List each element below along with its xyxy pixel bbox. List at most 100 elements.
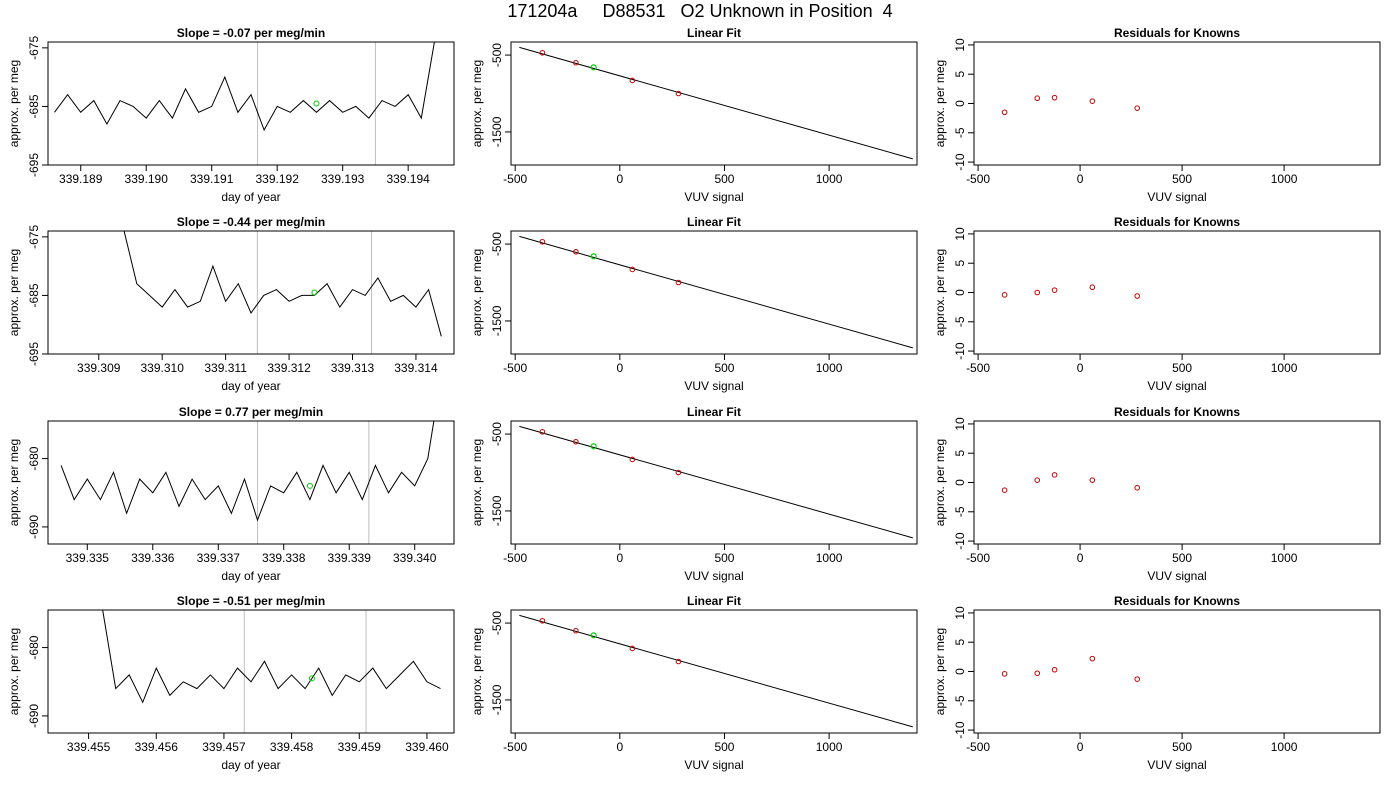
- plot-body: [1001, 655, 1141, 682]
- x-axis-label: day of year: [221, 379, 280, 393]
- x-tick-label: -500: [966, 551, 990, 565]
- x-tick-label: -500: [503, 551, 527, 565]
- y-axis-label: approx. per meg: [7, 628, 21, 715]
- y-tick-label: -10: [953, 153, 967, 171]
- panel-4-2: Linear Fit VUV signal approx. per meg -500 0…: [470, 594, 918, 772]
- signal-trace: [123, 231, 442, 337]
- x-tick-label: 339.339: [328, 551, 372, 565]
- y-tick-label: 5: [953, 639, 967, 646]
- x-tick-label: 339.313: [331, 361, 375, 375]
- x-tick-label: 339.310: [140, 361, 184, 375]
- x-tick-label: 500: [1172, 172, 1192, 186]
- plot-frame: [510, 41, 918, 166]
- y-tick-label: -5: [953, 316, 967, 327]
- x-axis-label: VUV signal: [1147, 379, 1206, 393]
- x-axis-label: day of year: [221, 758, 280, 772]
- x-axis-label: day of year: [221, 569, 280, 583]
- unknown-marker: [308, 675, 315, 682]
- unknown-marker: [313, 100, 320, 107]
- y-tick-label: -5: [953, 506, 967, 517]
- x-tick-label: 339.336: [131, 551, 175, 565]
- fit-line: [519, 425, 913, 539]
- fit-line: [519, 235, 913, 349]
- x-tick-label: 339.189: [59, 172, 103, 186]
- panel-2-1: Slope = -0.44 per meg/min day of year appr…: [7, 215, 455, 393]
- x-tick-label: 339.193: [321, 172, 365, 186]
- x-tick-label: 500: [714, 172, 734, 186]
- y-axis-label: approx. per meg: [7, 60, 21, 147]
- unknown-marker: [306, 482, 313, 489]
- plot-frame: [47, 420, 455, 545]
- known-point: [539, 428, 546, 435]
- known-point: [675, 90, 682, 97]
- x-tick-label: 0: [616, 551, 623, 565]
- y-tick-label: -675: [27, 225, 41, 249]
- panel-title: Linear Fit: [687, 215, 741, 229]
- x-tick-label: 0: [1077, 740, 1084, 754]
- signal-trace: [102, 610, 441, 704]
- y-tick-label: -5: [953, 127, 967, 138]
- x-tick-label: 500: [1172, 361, 1192, 375]
- plot-body: [1001, 284, 1141, 299]
- x-tick-label: -500: [966, 740, 990, 754]
- x-tick-label: 500: [714, 361, 734, 375]
- x-tick-label: 500: [1172, 551, 1192, 565]
- y-tick-label: -10: [953, 721, 967, 739]
- plot-body: [102, 610, 441, 733]
- y-axis-label: approx. per meg: [933, 249, 947, 336]
- x-tick-label: 1000: [1271, 361, 1298, 375]
- plot-frame: [510, 420, 918, 545]
- plot-body: [1001, 472, 1141, 493]
- x-tick-label: 500: [1172, 740, 1192, 754]
- known-point: [573, 438, 579, 445]
- y-tick-label: -500: [490, 43, 504, 67]
- y-tick-label: -685: [27, 283, 41, 307]
- signal-trace: [60, 421, 435, 522]
- panel-title: Linear Fit: [687, 594, 741, 608]
- plot-frame: [973, 609, 1381, 734]
- y-axis-label: approx. per meg: [933, 439, 947, 526]
- y-tick-label: -690: [27, 704, 41, 728]
- plot-body: [60, 421, 435, 544]
- x-tick-label: 1000: [816, 172, 843, 186]
- panel-title: Residuals for Knowns: [1114, 405, 1240, 419]
- panel-4-1: Slope = -0.51 per meg/min day of year appr…: [7, 594, 455, 772]
- residual-point: [1051, 94, 1058, 101]
- y-tick-label: 0: [953, 479, 967, 486]
- known-point: [629, 645, 636, 652]
- x-axis-label: day of year: [221, 190, 280, 204]
- x-tick-label: 1000: [1271, 551, 1298, 565]
- signal-trace: [54, 42, 435, 132]
- x-tick-label: 339.335: [66, 551, 110, 565]
- x-tick-label: 1000: [1271, 172, 1298, 186]
- known-point: [675, 469, 682, 476]
- unknown-point: [590, 64, 597, 71]
- panel-4-3: Residuals for Knowns VUV signal approx. pe…: [933, 594, 1381, 772]
- y-tick-label: -1500: [490, 305, 504, 336]
- y-tick-label: 5: [953, 260, 967, 267]
- residual-point: [1034, 289, 1041, 296]
- x-tick-label: 339.192: [255, 172, 299, 186]
- x-tick-label: 339.309: [77, 361, 121, 375]
- x-tick-label: 1000: [816, 740, 843, 754]
- panel-2-3: Residuals for Knowns VUV signal approx. pe…: [933, 215, 1381, 393]
- x-tick-label: 0: [616, 740, 623, 754]
- panel-title: Slope = 0.77 per meg/min: [179, 405, 323, 419]
- panel-title: Residuals for Knowns: [1114, 215, 1240, 229]
- residual-point: [1134, 293, 1141, 299]
- x-tick-label: 0: [1077, 361, 1084, 375]
- residual-point: [1001, 109, 1008, 116]
- x-axis-label: VUV signal: [1147, 569, 1206, 583]
- x-tick-label: 339.458: [270, 740, 314, 754]
- y-tick-label: -690: [27, 515, 41, 539]
- y-tick-label: 10: [953, 227, 967, 241]
- residual-point: [1089, 284, 1096, 291]
- known-point: [629, 456, 636, 463]
- page-title: 171204a D88531 O2 Unknown in Position 4: [507, 1, 893, 21]
- y-tick-label: 0: [953, 668, 967, 675]
- x-tick-label: 339.191: [190, 172, 234, 186]
- y-tick-label: 0: [953, 100, 967, 107]
- known-point: [573, 627, 579, 634]
- x-tick-label: 1000: [816, 551, 843, 565]
- plot-frame: [47, 609, 455, 734]
